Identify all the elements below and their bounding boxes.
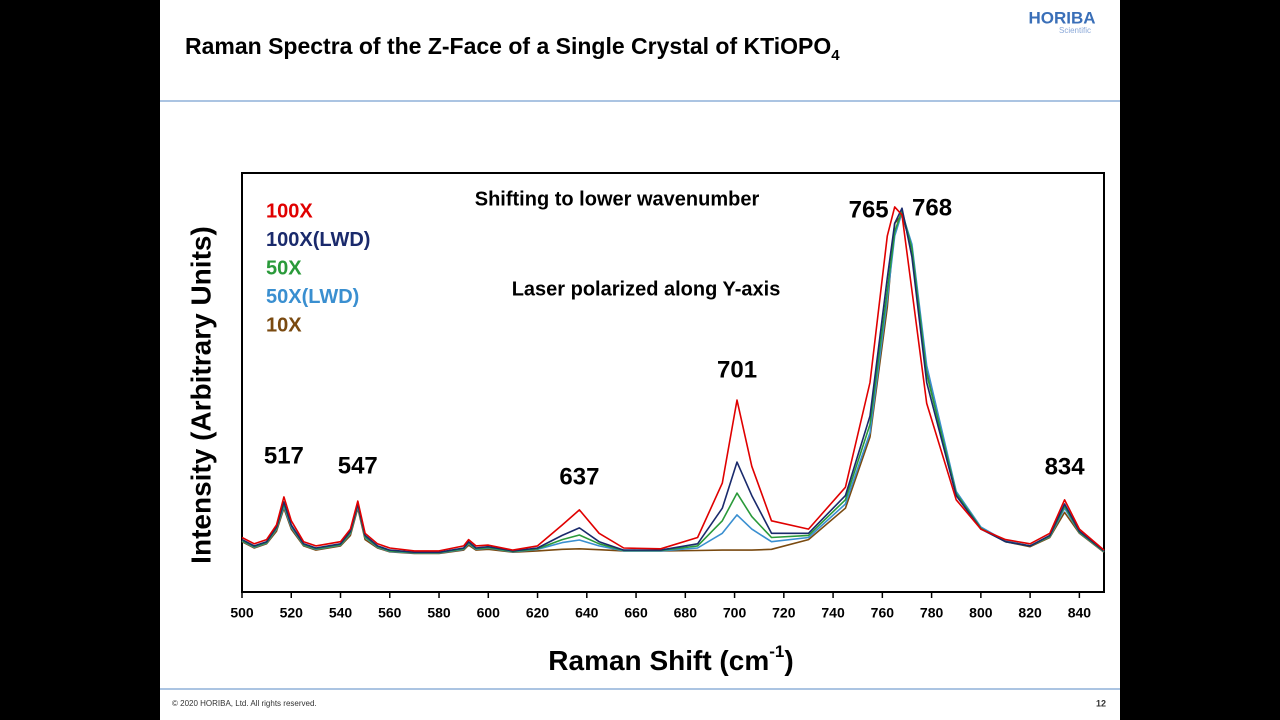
x-tick-label: 500	[230, 605, 254, 621]
y-axis-label: Intensity (Arbitrary Units)	[185, 226, 216, 564]
peak-label: 768	[912, 194, 952, 221]
x-tick-label: 560	[378, 605, 402, 621]
x-tick-label: 640	[575, 605, 599, 621]
annotation: Shifting to lower wavenumber	[475, 188, 760, 210]
x-tick-label: 720	[772, 605, 796, 621]
logo-sub: Scientific	[1059, 26, 1091, 35]
x-tick-label: 620	[526, 605, 550, 621]
x-tick-label: 820	[1018, 605, 1042, 621]
x-tick-label: 840	[1068, 605, 1092, 621]
peak-label: 834	[1045, 453, 1086, 480]
title-main: Raman Spectra of the Z-Face of a Single …	[185, 33, 831, 59]
x-tick-label: 800	[969, 605, 993, 621]
copyright: © 2020 HORIBA, Ltd. All rights reserved.	[172, 699, 317, 708]
legend-entry: 50X(LWD)	[266, 286, 359, 308]
title-subscript: 4	[831, 47, 840, 64]
peak-label: 701	[717, 356, 757, 383]
slide-background	[160, 0, 1120, 720]
slide-title: Raman Spectra of the Z-Face of a Single …	[185, 33, 840, 64]
x-tick-label: 700	[723, 605, 747, 621]
peak-label: 547	[338, 452, 378, 479]
spectrum-line	[241, 206, 1105, 552]
x-tick-label: 520	[280, 605, 304, 621]
x-tick-label: 600	[477, 605, 501, 621]
x-tick-label: 660	[624, 605, 648, 621]
spectrum-line	[241, 207, 1105, 553]
spectrum-line	[241, 209, 1105, 554]
x-label-main: Raman Shift (cm	[548, 645, 769, 676]
x-tick-label: 680	[674, 605, 698, 621]
legend-entry: 10X	[266, 314, 302, 336]
x-label-superscript: -1	[769, 642, 784, 661]
legend-entry: 50X	[266, 257, 302, 279]
x-axis-label: Raman Shift (cm-1)	[548, 642, 793, 676]
x-tick-label: 540	[329, 605, 353, 621]
logo: HORIBA	[1028, 8, 1095, 27]
page-number: 12	[1096, 698, 1106, 708]
x-label-end: )	[784, 645, 793, 676]
x-tick-label: 780	[920, 605, 944, 621]
chart: Raman Shift (cm-1) Intensity (Arbitrary …	[185, 172, 1105, 676]
plot-frame	[241, 172, 1105, 593]
legend-entry: 100X	[266, 200, 313, 222]
peak-label: 517	[264, 442, 304, 469]
x-tick-label: 740	[821, 605, 845, 621]
x-tick-label: 760	[871, 605, 895, 621]
annotation: Laser polarized along Y-axis	[512, 278, 781, 300]
peak-label: 637	[559, 463, 599, 490]
legend-entry: 100X(LWD)	[266, 229, 370, 251]
x-tick-label: 580	[427, 605, 451, 621]
peak-label: 765	[849, 196, 889, 223]
